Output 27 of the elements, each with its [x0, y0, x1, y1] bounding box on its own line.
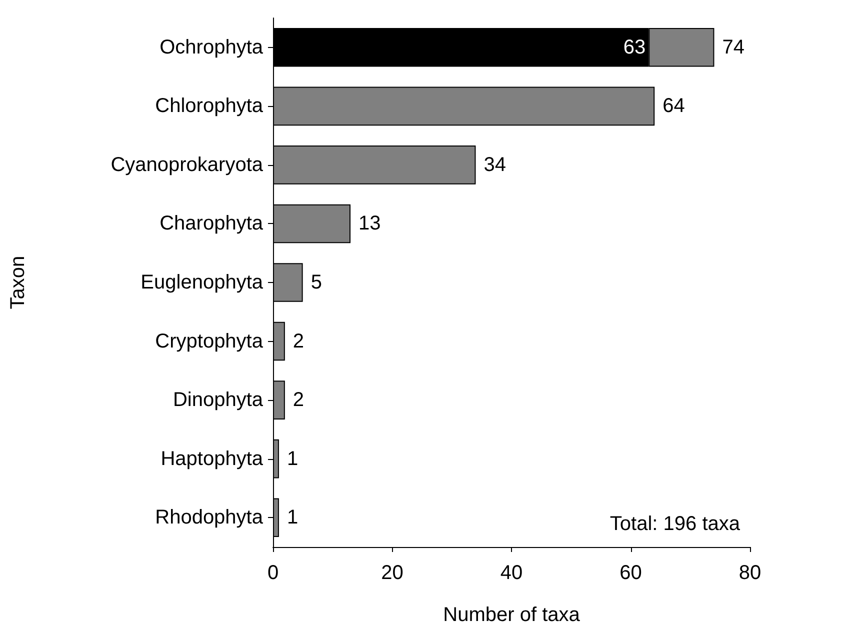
y-tick-label: Charophyta	[160, 212, 264, 235]
total-label: 5	[310, 272, 322, 294]
total-label: 64	[662, 95, 685, 118]
data-label: 63	[623, 36, 646, 58]
x-axis-title: Number of taxa	[443, 604, 581, 626]
x-tick-label: 20	[381, 562, 404, 584]
total-label: 34	[484, 154, 506, 176]
annotation: Total: 196 taxa	[610, 513, 741, 535]
y-tick-label: Dinophyta	[172, 389, 264, 412]
total-label: 13	[358, 212, 381, 235]
total-label: 2	[292, 330, 304, 352]
x-tick-label: 40	[500, 562, 523, 584]
y-tick-label: Euglenophyta	[140, 272, 264, 294]
y-tick-label: Cyanoprokaryota	[110, 154, 264, 176]
y-tick-label: Cryptophyta	[155, 330, 264, 352]
x-tick-label: 80	[738, 562, 762, 584]
x-tick-label: 0	[267, 562, 279, 584]
y-tick-label: Haptophyta	[160, 448, 264, 470]
total-label: 1	[286, 506, 298, 529]
total-label: 2	[292, 389, 304, 412]
y-tick-label: Ochrophyta	[160, 36, 264, 58]
y-tick-label: Rhodophyta	[155, 506, 264, 529]
total-label: 74	[722, 36, 744, 58]
total-label: 1	[286, 448, 298, 470]
y-axis-title: Taxon	[7, 256, 29, 310]
y-tick-label: Chlorophyta	[155, 95, 264, 118]
x-tick-label: 60	[620, 562, 642, 584]
